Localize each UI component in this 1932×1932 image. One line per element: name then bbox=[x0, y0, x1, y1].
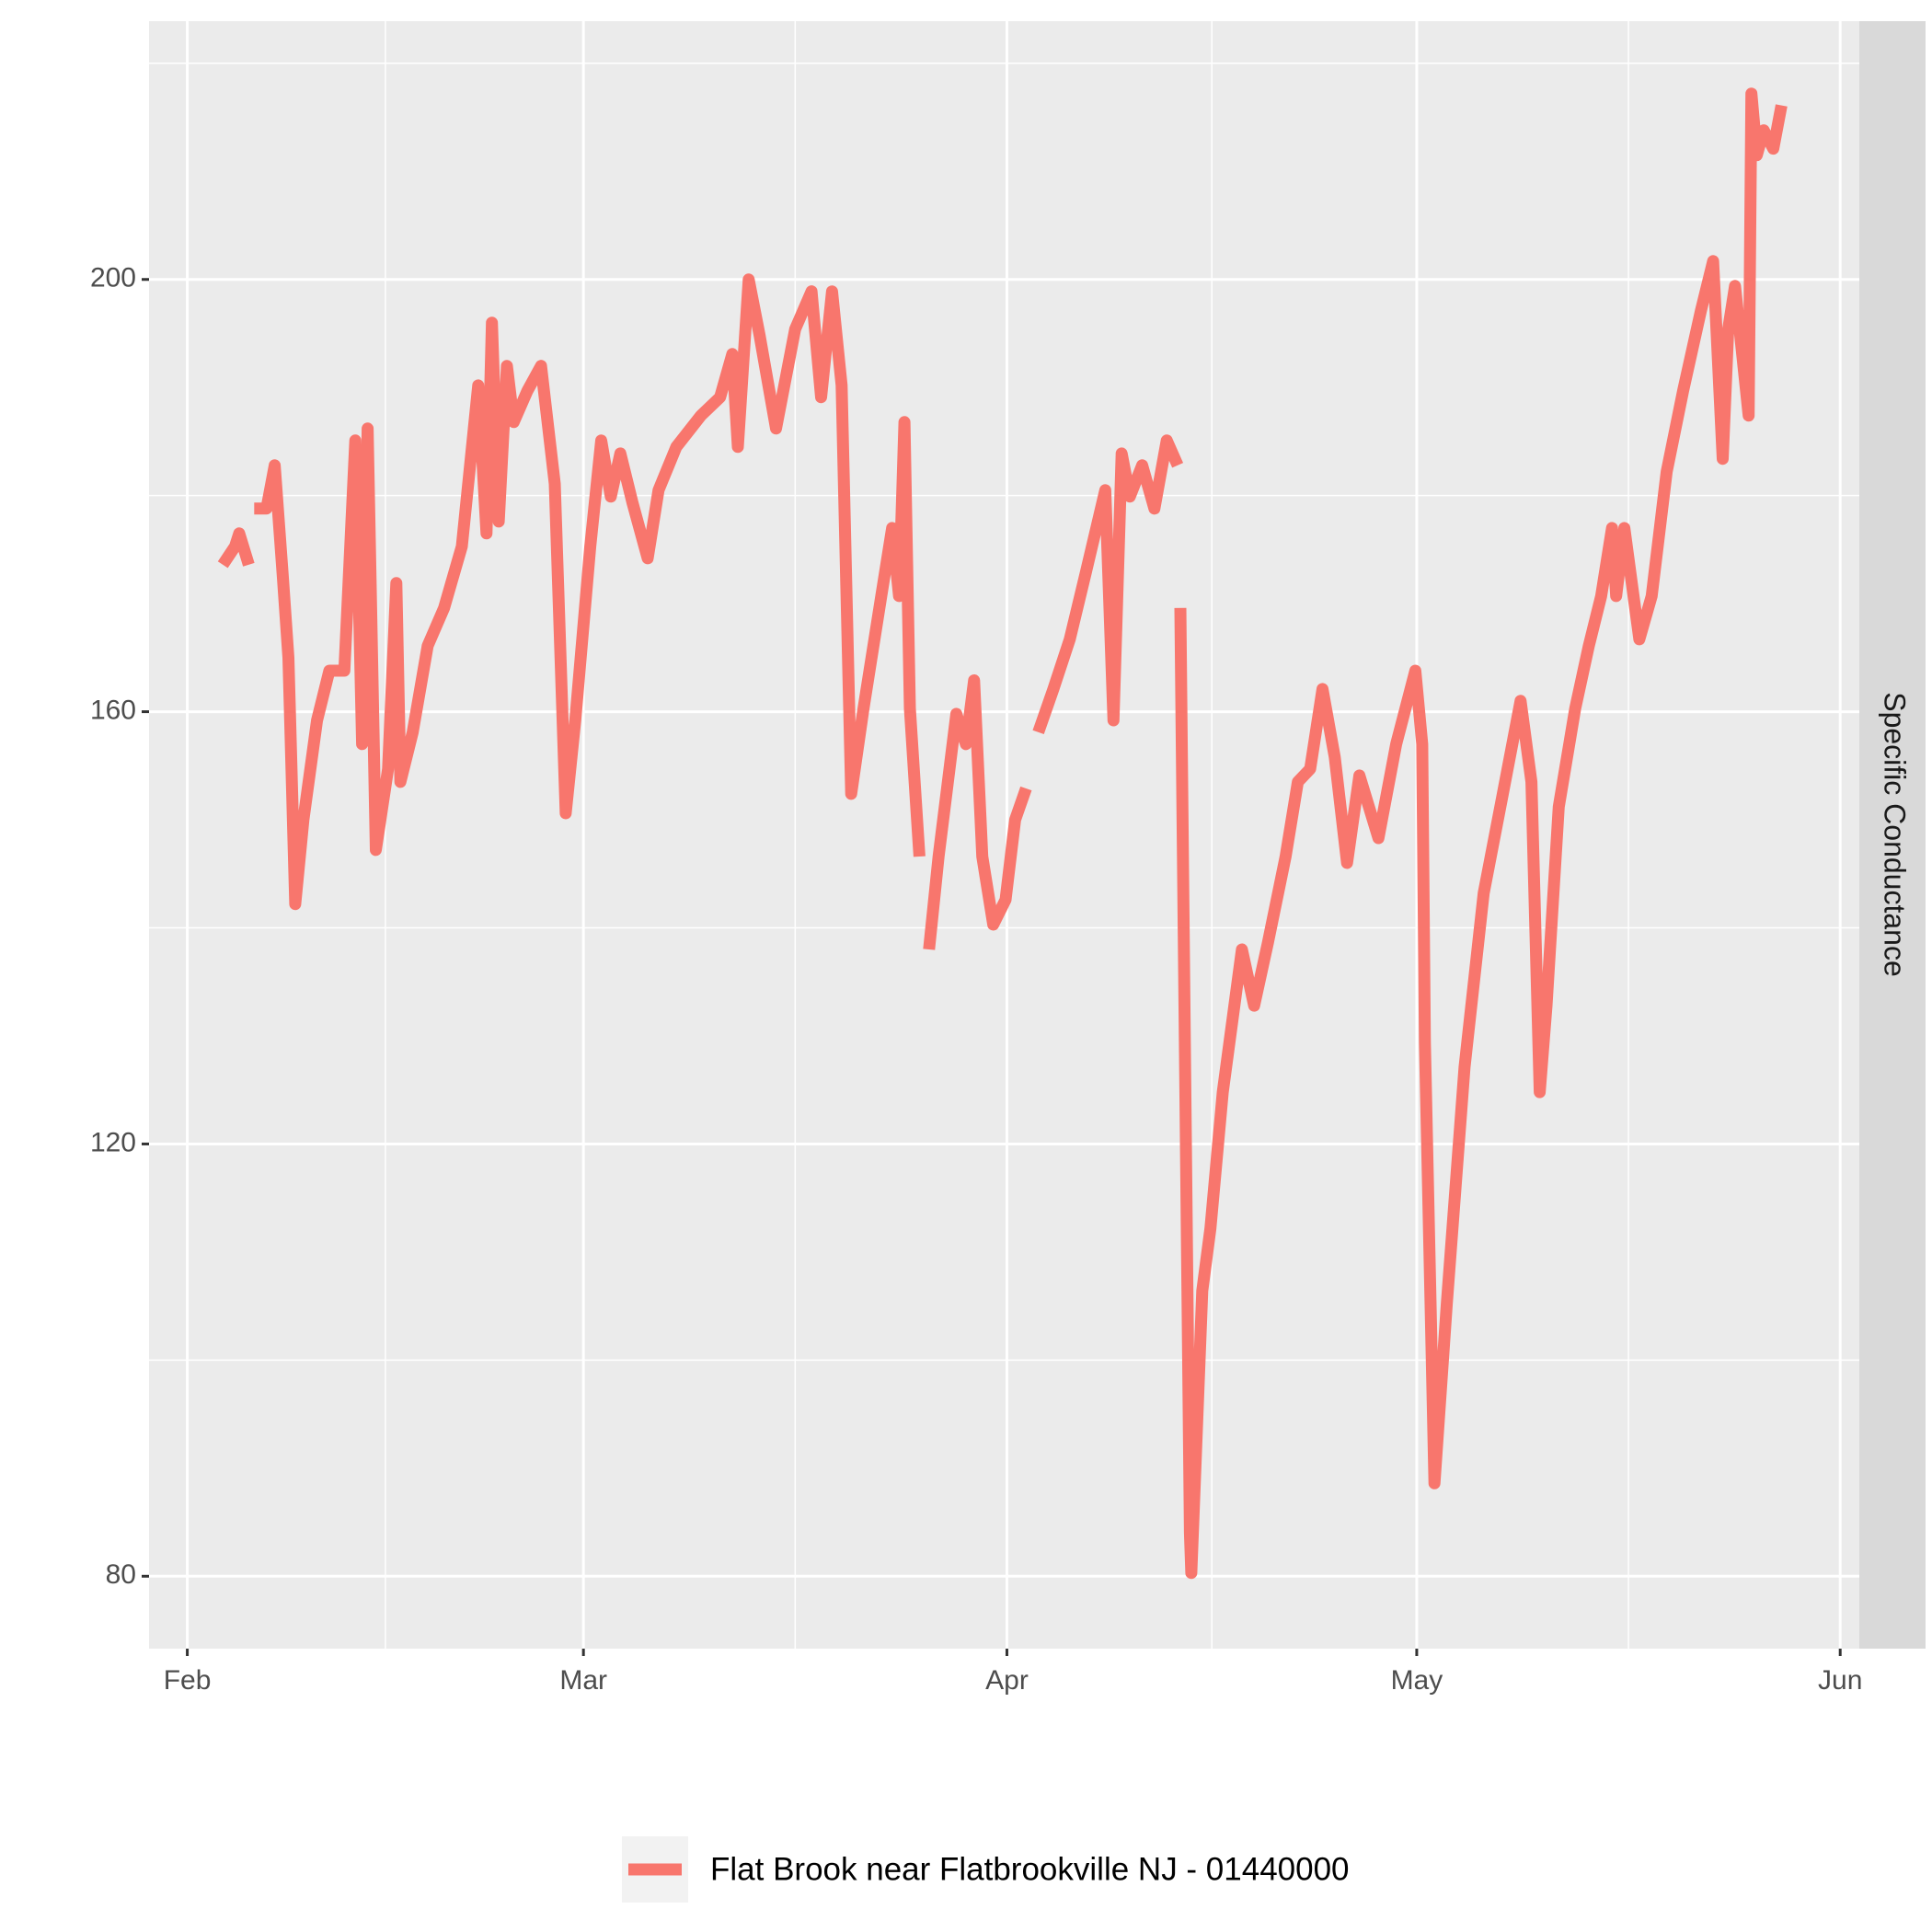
x-tick-label: May bbox=[1391, 1665, 1443, 1696]
x-tick-label: Apr bbox=[985, 1665, 1029, 1696]
x-tick-label: Jun bbox=[1818, 1665, 1862, 1696]
legend: Flat Brook near Flatbrookville NJ - 0144… bbox=[628, 1851, 1350, 1887]
panel bbox=[149, 21, 1859, 1649]
legend-label: Flat Brook near Flatbrookville NJ - 0144… bbox=[710, 1851, 1350, 1887]
x-tick-label: Feb bbox=[164, 1665, 212, 1696]
marks bbox=[217, 87, 1788, 1580]
facet-label: Specific Conductance bbox=[1879, 692, 1912, 977]
y-tick-label: 80 bbox=[106, 1559, 136, 1590]
y-tick-label: 120 bbox=[90, 1127, 136, 1157]
y-tick-label: 160 bbox=[90, 696, 136, 726]
data-line bbox=[217, 87, 1788, 1580]
x-tick-label: Mar bbox=[559, 1665, 607, 1696]
axes: 80 120 160 200 Feb Mar Apr May Jun bbox=[90, 263, 1862, 1696]
y-tick-label: 200 bbox=[90, 263, 136, 293]
facet-strip bbox=[1859, 21, 1926, 1649]
